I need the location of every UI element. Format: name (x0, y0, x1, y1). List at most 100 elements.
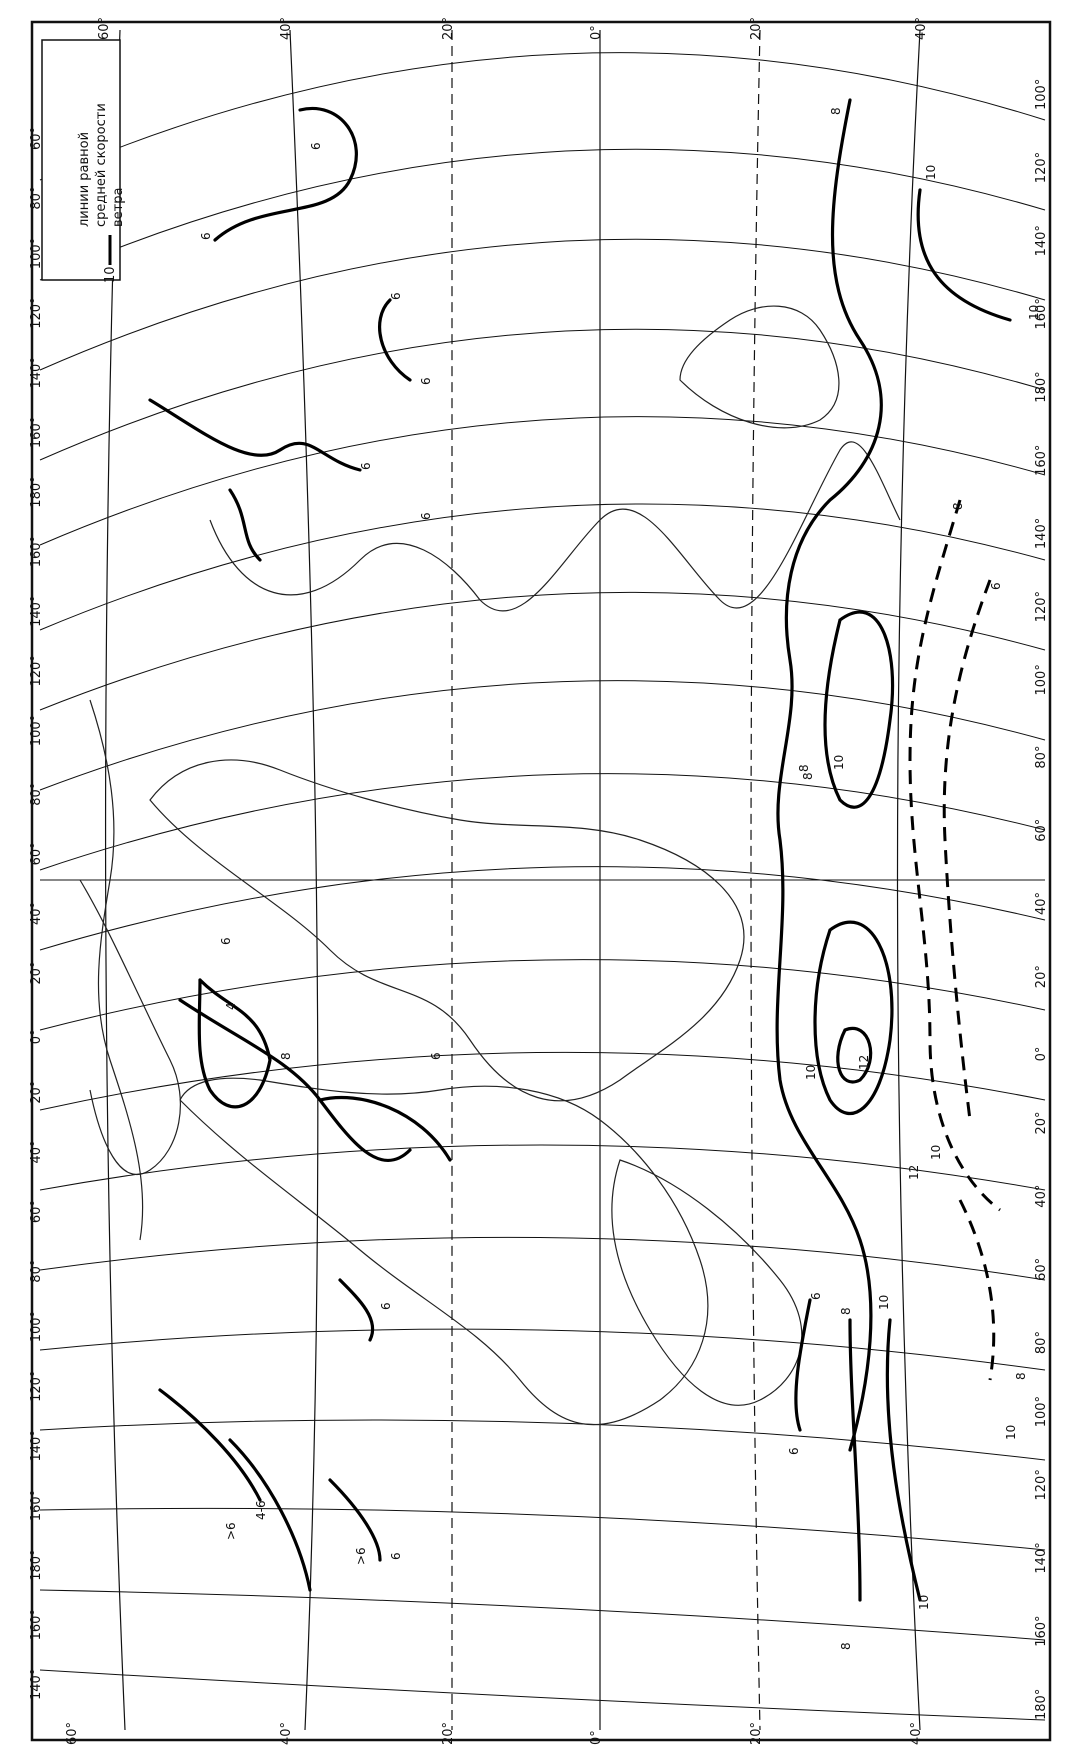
legend-line-1: линии равной (77, 132, 92, 227)
isoline-10-east (916, 188, 1012, 322)
isoline-label: 8 (801, 772, 815, 780)
isoline-label: 10 (924, 165, 938, 180)
longitude-label: 120° (29, 1371, 44, 1402)
longitude-label: 100° (1034, 664, 1049, 695)
isoline-label: 10 (877, 1295, 891, 1310)
longitude-label: 80° (29, 187, 44, 210)
isoline-label: 6 (219, 937, 233, 945)
latitude-labels-left: 60° 40° 20° 0° 20° 40° (97, 17, 929, 40)
longitude-label: 20° (29, 1081, 44, 1104)
isoline-label: 6 (989, 582, 1003, 590)
isoline-label: 12 (907, 1165, 921, 1180)
longitude-label: 20° (29, 962, 44, 985)
longitude-label: 160° (1034, 445, 1049, 476)
longitude-label: 180° (1034, 371, 1049, 402)
isoline-6-se (794, 1298, 812, 1432)
dashed-isolines (908, 499, 1001, 1381)
isoline-coast-6 (148, 398, 362, 472)
isoline-label: >6 (224, 1522, 238, 1540)
longitude-label: 100° (1034, 79, 1049, 110)
legend: 10 линии равной средней скорости ветра (41, 39, 126, 283)
map-border (30, 20, 1052, 1742)
isoline-label: 6 (419, 512, 433, 520)
isoline-10-s (885, 1318, 922, 1602)
isoline-8-s (848, 1318, 862, 1602)
longitude-label: 40° (1034, 892, 1049, 915)
longitude-label: 140° (29, 1669, 44, 1700)
longitude-label: 80° (1034, 1331, 1049, 1354)
longitude-label: 20° (1034, 965, 1049, 988)
longitude-label: 60° (1034, 1258, 1049, 1281)
isoline-label: 6 (429, 1052, 443, 1060)
isoline-inner-6 (228, 488, 262, 562)
isoline-label: 8 (1014, 1372, 1028, 1380)
graticule-parallels (104, 29, 921, 1731)
isoline-label: 8 (279, 1052, 293, 1060)
longitude-label: 160° (29, 417, 44, 448)
isoline-label: 12 (857, 1055, 871, 1070)
isoline-label: 10 (929, 1145, 943, 1160)
longitude-label: 80° (1034, 746, 1049, 769)
longitude-label: 120° (1034, 591, 1049, 622)
lat-label: 20° (441, 17, 456, 40)
coast-asia (179, 1077, 709, 1426)
isoline-label: 6 (809, 1292, 823, 1300)
longitude-label: 20° (1034, 1111, 1049, 1134)
isoline-label: 10 (832, 755, 846, 770)
lat-label: 0° (589, 25, 604, 40)
isoline-label: 8 (951, 502, 965, 510)
isoline-label: 10 (1004, 1425, 1018, 1440)
isoline-label: 6 (787, 1447, 801, 1455)
longitude-label: 40° (29, 902, 44, 925)
longitude-label: 120° (29, 655, 44, 686)
coast-greenland (79, 879, 181, 1176)
isoline-label: 8 (797, 764, 811, 772)
lat-label: 60° (65, 1722, 80, 1745)
isoline-10-loop-b (813, 920, 894, 1115)
longitude-label: 140° (29, 357, 44, 388)
lat-label: 40° (279, 17, 294, 40)
longitude-label: 160° (29, 1609, 44, 1640)
lat-label: 20° (749, 17, 764, 40)
isoline-labels: 6 6 6 6 6 6 4 8 6 6 6 >6 4-6 >6 6 8 8 10… (199, 107, 1041, 1650)
isoline-dashed-sub (958, 1199, 996, 1381)
isoline-nw-6 (213, 106, 358, 242)
lat-label: 40° (914, 17, 929, 40)
longitude-label: 60° (29, 842, 44, 865)
isoline-dashed-6 (942, 579, 992, 1121)
legend-line-2: средней скорости (94, 103, 109, 227)
isoline-label: 10 (917, 1595, 931, 1610)
isoline-label: 10 (1027, 305, 1041, 320)
coast-americas (209, 441, 901, 612)
longitude-labels-left: 60° 80° 100° 120° 140° 160° 180° 160° 140° 120° 10… (29, 127, 44, 1700)
isoline-label: 8 (839, 1642, 853, 1650)
longitude-label: 80° (29, 783, 44, 806)
coast-south-america (679, 305, 840, 429)
longitude-label: 180° (29, 1549, 44, 1580)
coast-australia (611, 1159, 803, 1406)
isolines (148, 98, 1012, 1602)
longitude-label: 60° (29, 1200, 44, 1223)
longitude-labels-right: 100° 120° 140° 160° 180° 160° 140° 120° 100° 80° 6… (1034, 79, 1049, 1720)
isoline-label: 6 (389, 292, 403, 300)
graticule-meridians (39, 52, 1046, 1721)
isoline-6-sw (338, 1278, 375, 1342)
isoline-12-loop (836, 1026, 873, 1084)
longitude-label: 100° (1034, 1396, 1049, 1427)
isoline-label: >6 (354, 1547, 368, 1565)
lat-label: 20° (441, 1722, 456, 1745)
longitude-label: 0° (1034, 1047, 1049, 1062)
isoline-label: 10 (804, 1065, 818, 1080)
longitude-label: 180° (29, 476, 44, 507)
longitude-label: 120° (1034, 152, 1049, 183)
longitude-label: 40° (1034, 1185, 1049, 1208)
longitude-label: 100° (29, 238, 44, 269)
lat-label: 40° (909, 1722, 924, 1745)
coastlines (79, 305, 901, 1426)
isoline-label: 6 (389, 1552, 403, 1560)
longitude-label: 160° (1034, 1615, 1049, 1646)
longitude-label: 100° (29, 1311, 44, 1342)
isoline-label: 8 (829, 107, 843, 115)
longitude-label: 180° (1034, 1689, 1049, 1720)
